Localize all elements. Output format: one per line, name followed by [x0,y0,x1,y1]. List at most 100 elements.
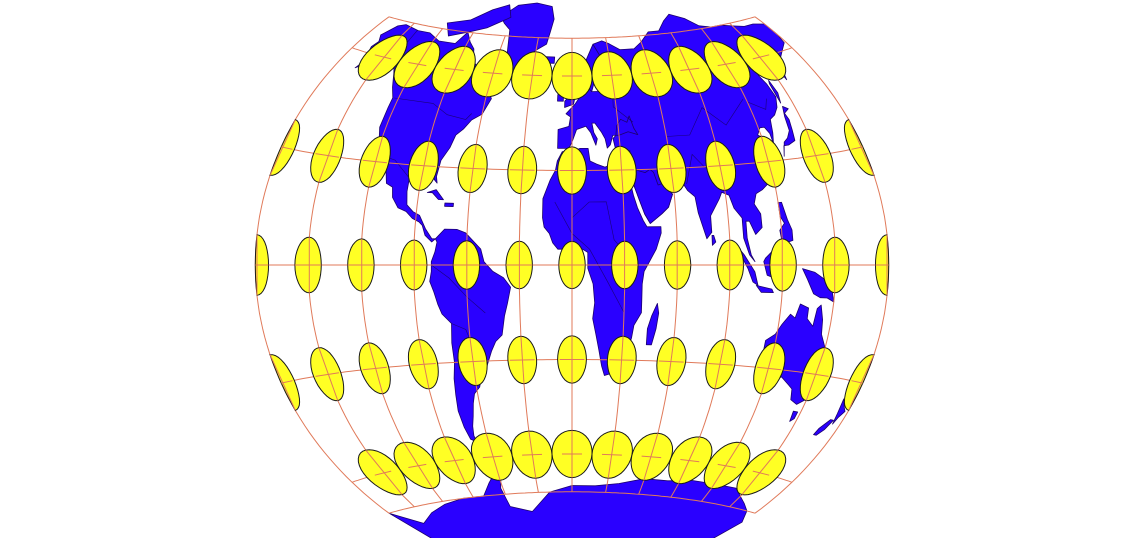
tissot-meridian-axis [469,337,477,386]
tissot-meridian-axis [678,436,701,484]
tissot-meridian-axis [443,46,466,94]
tissot-indicatrix [703,40,751,89]
tissot-meridian-axis [469,144,477,193]
tissot-meridian-axis [760,136,776,188]
land-hispaniola [444,202,454,207]
tissot-indicatrix [557,146,587,195]
tissot-indicatrix [551,429,593,479]
tissot-indicatrix [663,240,692,290]
country-border [747,98,767,110]
land-madagascar [645,303,660,346]
land-tasmania [789,410,799,422]
tissot-meridian-axis [485,433,501,481]
tissot-indicatrix [705,140,737,191]
tissot-ellipse [393,441,441,490]
tissot-indicatrix [668,45,713,94]
tissot-indicatrix [393,40,441,89]
tissot-parallel-axis [411,164,436,168]
tissot-indicatrix [736,34,787,81]
tissot-parallel-axis [757,159,782,164]
tissot-indicatrix [310,128,345,183]
tissot-parallel-axis [641,455,662,459]
tissot-parallel-axis [444,67,464,72]
tissot-indicatrix [358,135,391,188]
tissot-indicatrix [822,236,850,294]
tissot-indicatrix [874,234,890,296]
tissot-meridian-axis [520,336,525,384]
tissot-indicatrix [357,34,408,81]
tissot-indicatrix [591,51,633,100]
tissot-parallel-axis [752,470,770,476]
tissot-indicatrix [505,240,533,290]
tissot-indicatrix [511,51,553,100]
tissot-indicatrix [769,238,797,292]
land-sri-lanka [711,235,717,246]
tissot-meridian-axis [667,337,675,386]
tissot-meridian-axis [368,136,384,188]
tissot-meridian-axis [619,336,624,384]
land-arctic-islands [446,4,512,37]
tissot-indicatrix [591,430,633,479]
tissot-indicatrix [470,432,514,481]
tissot-meridian-axis [805,347,826,401]
tissot-ellipse [393,40,441,89]
tissot-meridian-axis [318,129,339,183]
tissot-meridian-axis [714,339,726,389]
tissot-indicatrix [753,135,786,188]
tissot-indicatrix [799,128,834,183]
tissot-parallel-axis [374,54,392,60]
tissot-parallel-axis [411,362,436,366]
tissot-indicatrix [511,430,553,479]
tissot-meridian-axis [418,339,430,389]
tissot-indicatrix [507,145,538,195]
tissot-indicatrix [551,51,593,101]
tissot-indicatrix [736,449,787,496]
tissot-indicatrix [668,436,713,485]
tissot-parallel-axis [362,159,387,164]
tissot-indicatrix [656,143,687,194]
tissot-indicatrix [357,449,408,496]
tissot-parallel-axis [482,455,503,459]
tissot-meridian-axis [269,354,296,411]
tissot-indicatrix [843,118,875,176]
tissot-indicatrix [630,49,674,98]
tissot-indicatrix [399,239,428,291]
tissot-indicatrix [269,354,301,412]
tissot-meridian-axis [643,49,659,97]
tissot-indicatrix [716,239,745,291]
tissot-meridian-axis [711,442,741,489]
tissot-meridian-axis [741,35,779,81]
tissot-meridian-axis [607,51,616,99]
tissot-indicatrix [452,240,481,290]
tissot-parallel-axis [315,153,340,158]
tissot-indicatrix [799,347,834,402]
tissot-ellipse [703,40,751,89]
tissot-parallel-axis [482,71,503,75]
country-border [431,264,486,314]
tissot-indicatrix [431,45,476,94]
tissot-parallel-axis [408,62,427,67]
land-sakhalin [768,79,782,104]
tissot-indicatrix [407,339,439,390]
land-new-guinea [802,268,835,303]
tissot-indicatrix [843,354,875,412]
tissot-indicatrix [703,441,751,490]
boundary-parallel-line [388,491,756,514]
country-border [394,97,472,120]
tissot-meridian-axis [403,41,433,88]
tissot-meridian-axis [714,141,726,191]
tissot-indicatrix [457,143,488,194]
tissot-parallel-axis [717,62,736,67]
tissot-indicatrix [611,240,639,290]
tissot-parallel-axis [374,470,392,476]
tissot-indicatrix [457,336,488,387]
tissot-meridian-axis [418,141,430,191]
tissot-meridian-axis [368,342,384,394]
tissot-parallel-axis [408,463,427,468]
tissot-parallel-axis [752,54,770,60]
tissot-parallel-axis [708,164,733,168]
tissot-meridian-axis [643,433,659,481]
country-border [666,98,744,137]
